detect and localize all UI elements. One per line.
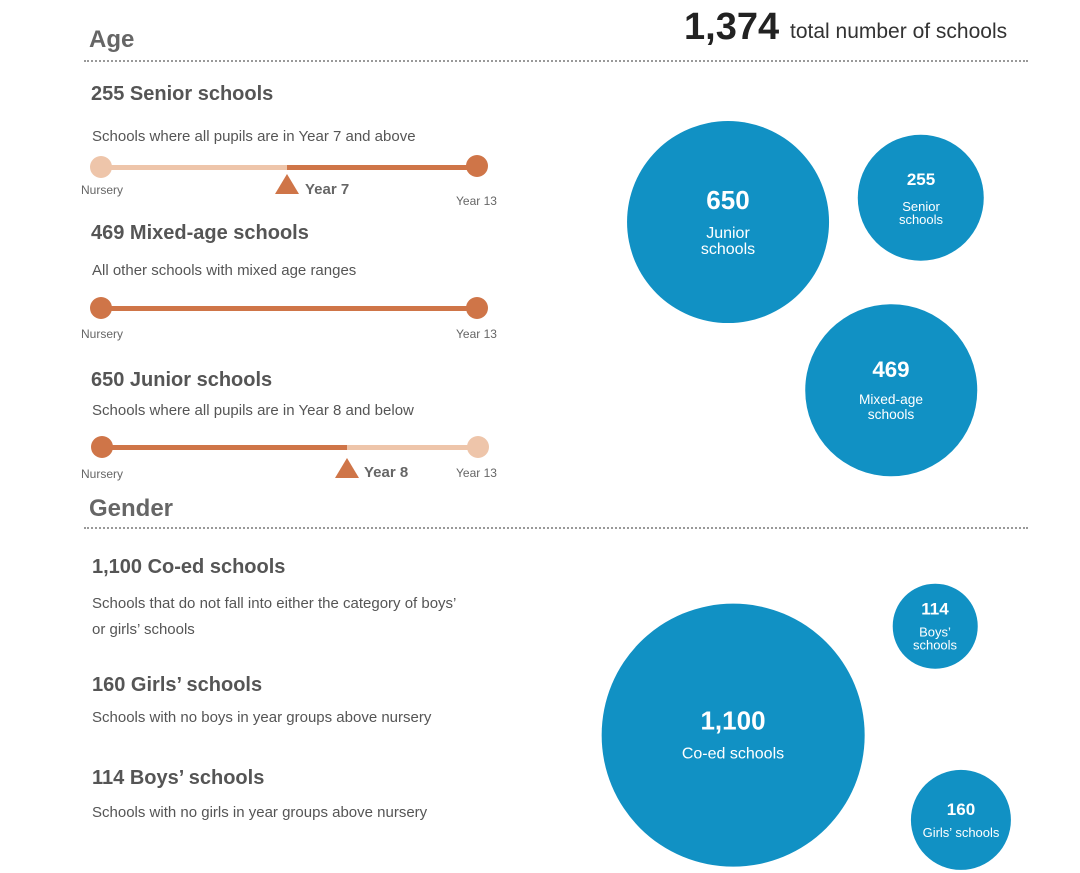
marker-label: Year 7: [305, 181, 350, 198]
range-end: [91, 436, 113, 458]
range-track: [347, 445, 477, 450]
range-end: [466, 155, 488, 177]
bubble: 114 Boys’ schools: [892, 583, 978, 669]
bubble-label: Boys’ schools: [912, 624, 958, 653]
marker-label: Year 8: [364, 464, 409, 481]
bubble-label: Junior schools: [700, 224, 756, 259]
bubble-value: 469: [872, 357, 910, 383]
group-description: Schools with no girls in year groups abo…: [92, 804, 428, 821]
scale-end: Year 13: [456, 466, 497, 480]
range-track: [101, 445, 347, 450]
group-description: All other schools with mixed age ranges: [92, 262, 357, 279]
range-end: [90, 297, 112, 319]
total-text: total number of schools: [790, 20, 1008, 43]
range-end: [466, 297, 488, 319]
bubble-value: 650: [706, 184, 750, 215]
bubble: 1,100 Co-ed schools: [601, 603, 865, 867]
range-track: [287, 165, 477, 170]
scale-end: Year 13: [456, 194, 497, 208]
bubble-value: 255: [906, 169, 936, 189]
scale-start: Nursery: [81, 183, 124, 197]
scale-start: Nursery: [81, 327, 124, 341]
bubble-label: Senior schools: [898, 198, 944, 227]
divider: [84, 60, 1028, 62]
bubble: 160 Girls’ schools: [910, 769, 1012, 871]
group-description: Schools with no boys in year groups abov…: [92, 709, 432, 726]
bubble: 255 Senior schools: [857, 134, 985, 262]
group-title: 650 Junior schools: [91, 369, 273, 391]
bubble-label: Co-ed schools: [681, 746, 785, 764]
range-marker: [275, 174, 299, 194]
range-track: [101, 165, 287, 170]
group-description: Schools where all pupils are in Year 8 a…: [92, 402, 414, 419]
group-title: 160 Girls’ schools: [92, 674, 263, 696]
range-track: [101, 306, 477, 311]
scale-start: Nursery: [81, 467, 124, 481]
bubble-value: 1,100: [700, 706, 766, 737]
group-description: Schools where all pupils are in Year 7 a…: [92, 128, 416, 145]
bubble-label: Girls’ schools: [922, 825, 1000, 841]
group-title: 469 Mixed-age schools: [91, 222, 309, 244]
group-title: 1,100 Co-ed schools: [92, 556, 286, 578]
group-title: 255 Senior schools: [91, 83, 274, 105]
group-description: Schools that do not fall into either the…: [92, 595, 456, 638]
bubble-value: 114: [921, 599, 949, 619]
range-end: [467, 436, 489, 458]
scale-end: Year 13: [456, 327, 497, 341]
bubble: 650 Junior schools: [627, 121, 829, 323]
bubble-value: 160: [946, 800, 976, 820]
total-count: 1,374: [684, 6, 780, 48]
section-heading: Age: [89, 26, 135, 53]
divider: [84, 527, 1028, 529]
group-title: 114 Boys’ schools: [92, 767, 265, 789]
bubble: 469 Mixed-age schools: [805, 304, 977, 476]
range-marker: [335, 458, 359, 478]
section-heading: Gender: [89, 495, 174, 522]
range-end: [90, 156, 112, 178]
bubble-label: Mixed-age schools: [858, 392, 924, 422]
